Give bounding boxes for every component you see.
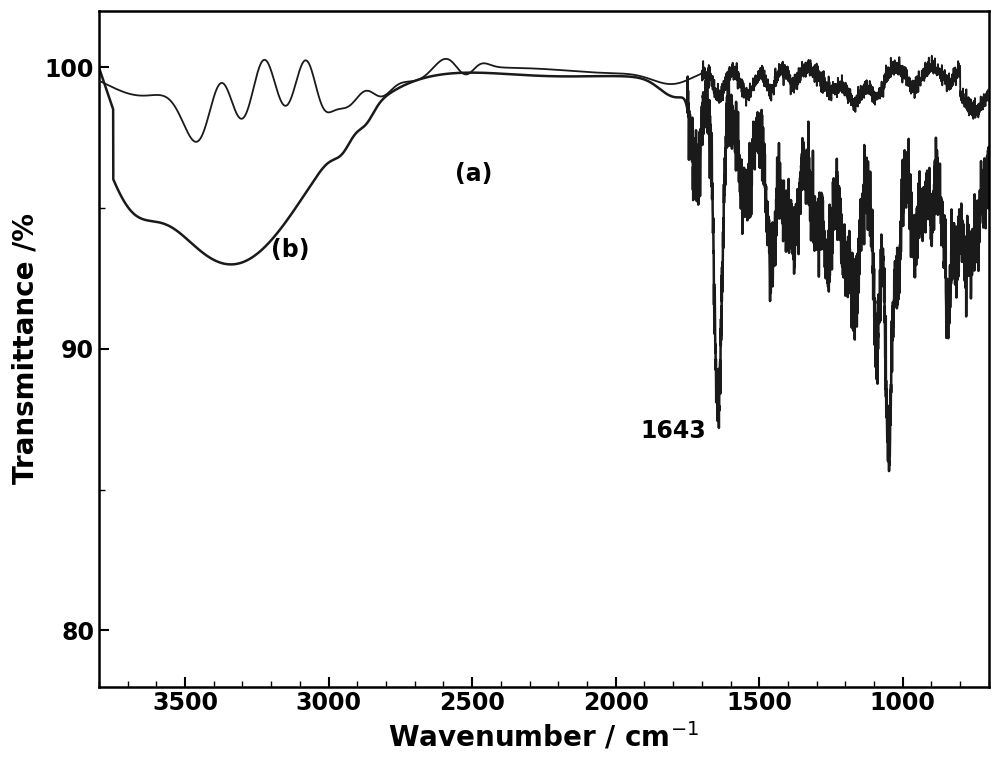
Text: (a): (a) (455, 162, 492, 186)
Text: 1643: 1643 (640, 419, 706, 443)
Y-axis label: Transmittance /%: Transmittance /% (11, 213, 39, 484)
X-axis label: Wavenumber / cm$^{-1}$: Wavenumber / cm$^{-1}$ (388, 721, 699, 753)
Text: (b): (b) (271, 238, 310, 262)
